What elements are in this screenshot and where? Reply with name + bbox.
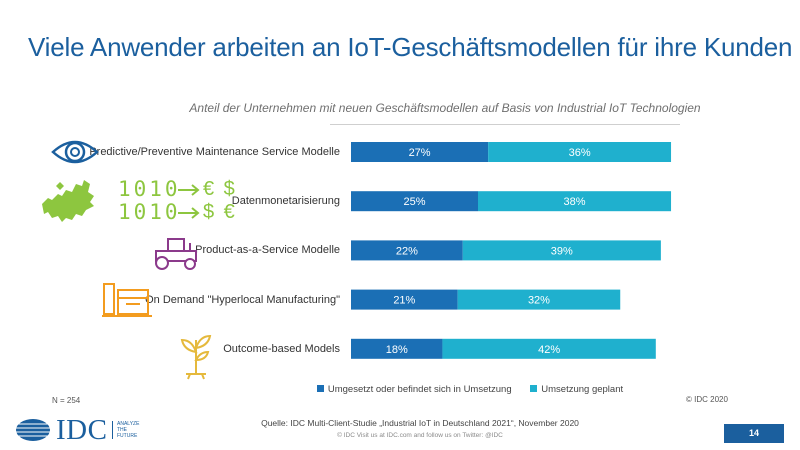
legend-label-implemented: Umgesetzt oder befindet sich in Umsetzun… bbox=[327, 384, 512, 395]
bar-implemented-2 bbox=[351, 240, 463, 261]
data-label-planned-0: 36% bbox=[569, 147, 591, 159]
data-label-implemented-0: 27% bbox=[409, 147, 431, 159]
category-label-3: On Demand "Hyperlocal Manufacturing" bbox=[145, 293, 340, 306]
footer-line: © IDC Visit us at IDC.com and follow us … bbox=[337, 432, 503, 439]
tractor-icon bbox=[155, 238, 197, 270]
page-number: 14 bbox=[724, 424, 784, 443]
source-note: Quelle: IDC Multi-Client-Studie „Industr… bbox=[261, 418, 579, 428]
data-label-implemented-4: 18% bbox=[386, 344, 408, 356]
arrow-right-icon bbox=[178, 184, 200, 219]
category-label-0: Predictive/Preventive Maintenance Servic… bbox=[89, 146, 340, 158]
tagline-line-1: ANALYZE bbox=[117, 421, 140, 427]
bar-implemented-4 bbox=[351, 338, 443, 359]
legend-swatch-planned bbox=[530, 384, 538, 392]
legend-label-planned: Umsetzung geplant bbox=[541, 384, 624, 395]
tagline-line-2: THE bbox=[117, 427, 127, 433]
category-label-1: Datenmonetarisierung bbox=[231, 195, 340, 208]
bar-planned-2 bbox=[462, 240, 661, 261]
data-label-implemented-3: 21% bbox=[393, 295, 415, 307]
data-label-implemented-1: 25% bbox=[403, 196, 425, 208]
data-label-planned-3: 32% bbox=[528, 295, 550, 307]
sample-size: N = 254 bbox=[52, 396, 81, 405]
plant-icon bbox=[180, 334, 212, 380]
bar-planned-0 bbox=[488, 142, 672, 162]
idc-logo-text: IDC bbox=[56, 414, 108, 446]
data-label-planned-1: 38% bbox=[564, 196, 586, 208]
binary-text-top: 1010 bbox=[118, 177, 181, 201]
category-label-2: Product-as-a-Service Modelle bbox=[195, 244, 340, 257]
idc-globe-logo-icon bbox=[16, 419, 50, 441]
eye-icon bbox=[51, 140, 99, 164]
bar-planned-4 bbox=[442, 338, 656, 359]
legend-item-planned: Umsetzung geplant bbox=[530, 384, 623, 395]
bar-implemented-0 bbox=[351, 142, 489, 162]
idc-tagline: ANALYZE THE FUTURE bbox=[112, 421, 139, 439]
data-label-planned-2: 39% bbox=[551, 245, 573, 257]
bar-implemented-1 bbox=[351, 191, 478, 212]
page-title: Viele Anwender arbeiten an IoT-Geschäfts… bbox=[28, 32, 793, 62]
currency-text-top: € $ bbox=[203, 178, 237, 200]
bar-planned-3 bbox=[457, 289, 621, 310]
legend-item-implemented: Umgesetzt oder befindet sich in Umsetzun… bbox=[316, 384, 512, 395]
bar-implemented-3 bbox=[351, 289, 458, 310]
chart-legend: Umgesetzt oder befindet sich in Umsetzun… bbox=[0, 384, 800, 395]
chart-title: Anteil der Unternehmen mit neuen Geschäf… bbox=[189, 101, 701, 115]
data-label-implemented-2: 22% bbox=[396, 245, 418, 257]
bar-planned-1 bbox=[478, 191, 672, 212]
tagline-line-3: FUTURE bbox=[117, 433, 138, 439]
europe-map-icon bbox=[42, 180, 94, 222]
subtitle-divider bbox=[330, 124, 680, 125]
factory-machine-icon bbox=[102, 283, 152, 317]
category-label-4: Outcome-based Models bbox=[223, 342, 340, 355]
currency-text-bottom: $ € bbox=[203, 201, 237, 223]
legend-swatch-implemented bbox=[316, 384, 324, 392]
binary-text-bottom: 1010 bbox=[118, 200, 181, 224]
data-label-planned-4: 42% bbox=[538, 344, 560, 356]
copyright-note: © IDC 2020 bbox=[686, 395, 728, 404]
